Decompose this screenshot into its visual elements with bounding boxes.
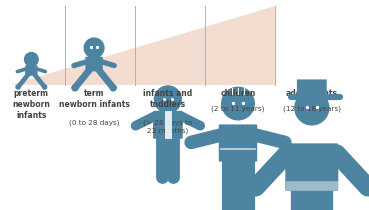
FancyBboxPatch shape	[153, 111, 183, 139]
Text: infants and
toddlers: infants and toddlers	[143, 89, 193, 109]
FancyBboxPatch shape	[285, 143, 338, 191]
Circle shape	[72, 85, 78, 91]
Text: term
newborn infants: term newborn infants	[59, 89, 130, 109]
Text: (12 to 18 years): (12 to 18 years)	[283, 105, 341, 112]
Circle shape	[25, 52, 38, 66]
Text: adolescents: adolescents	[286, 89, 338, 98]
FancyBboxPatch shape	[219, 124, 257, 161]
Circle shape	[295, 91, 329, 125]
Text: (2 to 11 years): (2 to 11 years)	[211, 105, 265, 112]
Circle shape	[16, 85, 20, 89]
Circle shape	[110, 85, 116, 91]
Circle shape	[84, 38, 104, 58]
FancyBboxPatch shape	[25, 65, 38, 76]
Text: preterm
newborn
infants: preterm newborn infants	[13, 89, 50, 120]
FancyBboxPatch shape	[286, 181, 339, 191]
Text: (> 28 days to
23 months): (> 28 days to 23 months)	[143, 120, 193, 134]
Circle shape	[155, 86, 181, 113]
Circle shape	[42, 85, 46, 89]
FancyBboxPatch shape	[85, 57, 103, 71]
Polygon shape	[11, 6, 275, 85]
Text: (0 to 28 days): (0 to 28 days)	[69, 120, 119, 126]
Text: children: children	[220, 89, 256, 98]
Circle shape	[222, 87, 254, 120]
FancyBboxPatch shape	[297, 79, 327, 97]
